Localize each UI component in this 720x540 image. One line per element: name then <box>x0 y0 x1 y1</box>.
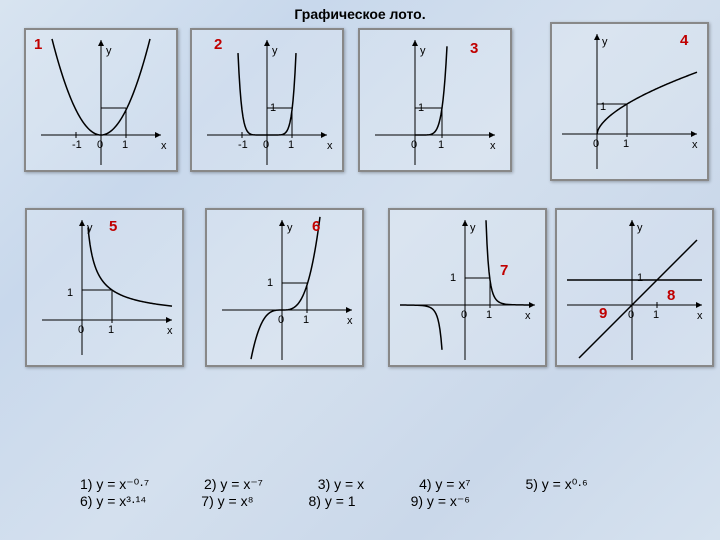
unit-label: 1 <box>270 102 276 114</box>
x-axis-label: x <box>327 140 333 152</box>
card-number: 8 <box>667 287 675 304</box>
answer-item: 9) y = x⁻⁶ <box>411 493 470 510</box>
tick-label: 1 <box>122 139 128 151</box>
y-axis-label: y <box>602 36 608 48</box>
tick-label: -1 <box>238 139 248 151</box>
graph-card-4: 0 1 y x 1 4 <box>550 22 709 181</box>
answer-item: 5) y = x⁰·⁶ <box>525 476 587 493</box>
tick-label: 0 <box>97 139 103 151</box>
tick-label: 0 <box>593 138 599 150</box>
tick-label: 1 <box>438 139 444 151</box>
x-axis-label: x <box>525 310 531 322</box>
y-axis-label: y <box>470 222 476 234</box>
graph-card-1: -1 0 1 y x 1 <box>24 28 178 172</box>
y-axis-label: y <box>637 222 643 234</box>
answers-block: 1) y = x⁻⁰·⁷ 2) y = x⁻⁷ 3) y = x 4) y = x⁷ 5… <box>80 476 680 510</box>
card-number: 6 <box>312 218 320 235</box>
card-number: 9 <box>599 305 607 322</box>
x-axis-label: x <box>697 310 703 322</box>
answers-row-2: 6) y = x³·¹⁴ 7) y = x⁸ 8) y = 1 9) y = x⁻⁶ <box>80 493 680 510</box>
answer-item: 7) y = x⁸ <box>201 493 253 510</box>
tick-label: -1 <box>72 139 82 151</box>
answer-item: 8) y = 1 <box>309 493 356 510</box>
x-axis-label: x <box>161 140 167 152</box>
y-axis-label: y <box>420 45 426 57</box>
card-number: 4 <box>680 32 688 49</box>
page-title: Графическое лото. <box>294 6 425 22</box>
card-number: 1 <box>34 36 42 53</box>
graph-card-3: 0 1 y x 1 3 <box>358 28 512 172</box>
unit-label: 1 <box>267 277 273 289</box>
graph-card-2: -1 0 1 y x 1 2 <box>190 28 344 172</box>
x-axis-label: x <box>347 315 353 327</box>
unit-label: 1 <box>600 101 606 113</box>
unit-label: 1 <box>67 287 73 299</box>
tick-label: 0 <box>461 309 467 321</box>
tick-label: 1 <box>653 309 659 321</box>
tick-label: 0 <box>278 314 284 326</box>
card-number: 2 <box>214 36 222 53</box>
answer-item: 2) y = x⁻⁷ <box>204 476 263 493</box>
y-axis-label: y <box>106 45 112 57</box>
y-axis-label: y <box>272 45 278 57</box>
graph-card-5: 0 1 y x 1 5 <box>25 208 184 367</box>
unit-label: 1 <box>637 272 643 284</box>
tick-label: 1 <box>486 309 492 321</box>
tick-label: 0 <box>628 309 634 321</box>
graph-card-8: 01yx189 <box>555 208 714 367</box>
tick-label: 0 <box>263 139 269 151</box>
x-axis-label: x <box>692 139 698 151</box>
card-number: 5 <box>109 218 117 235</box>
card-number: 3 <box>470 40 478 57</box>
answer-item: 1) y = x⁻⁰·⁷ <box>80 476 149 493</box>
x-axis-label: x <box>490 140 496 152</box>
card-number: 7 <box>500 262 508 279</box>
answer-item: 6) y = x³·¹⁴ <box>80 493 146 510</box>
unit-label: 1 <box>418 102 424 114</box>
tick-label: 1 <box>303 314 309 326</box>
graph-card-7: 0 1 y x 1 7 <box>388 208 547 367</box>
answers-row-1: 1) y = x⁻⁰·⁷ 2) y = x⁻⁷ 3) y = x 4) y = x⁷ 5… <box>80 476 680 493</box>
answer-item: 3) y = x <box>318 476 364 493</box>
tick-label: 1 <box>288 139 294 151</box>
y-axis-label: y <box>87 222 93 234</box>
tick-label: 1 <box>623 138 629 150</box>
tick-label: 1 <box>108 324 114 336</box>
tick-label: 0 <box>78 324 84 336</box>
unit-label: 1 <box>450 272 456 284</box>
graph-card-6: 0 1 y x 1 6 <box>205 208 364 367</box>
y-axis-label: y <box>287 222 293 234</box>
x-axis-label: x <box>167 325 173 337</box>
answer-item: 4) y = x⁷ <box>419 476 470 493</box>
tick-label: 0 <box>411 139 417 151</box>
